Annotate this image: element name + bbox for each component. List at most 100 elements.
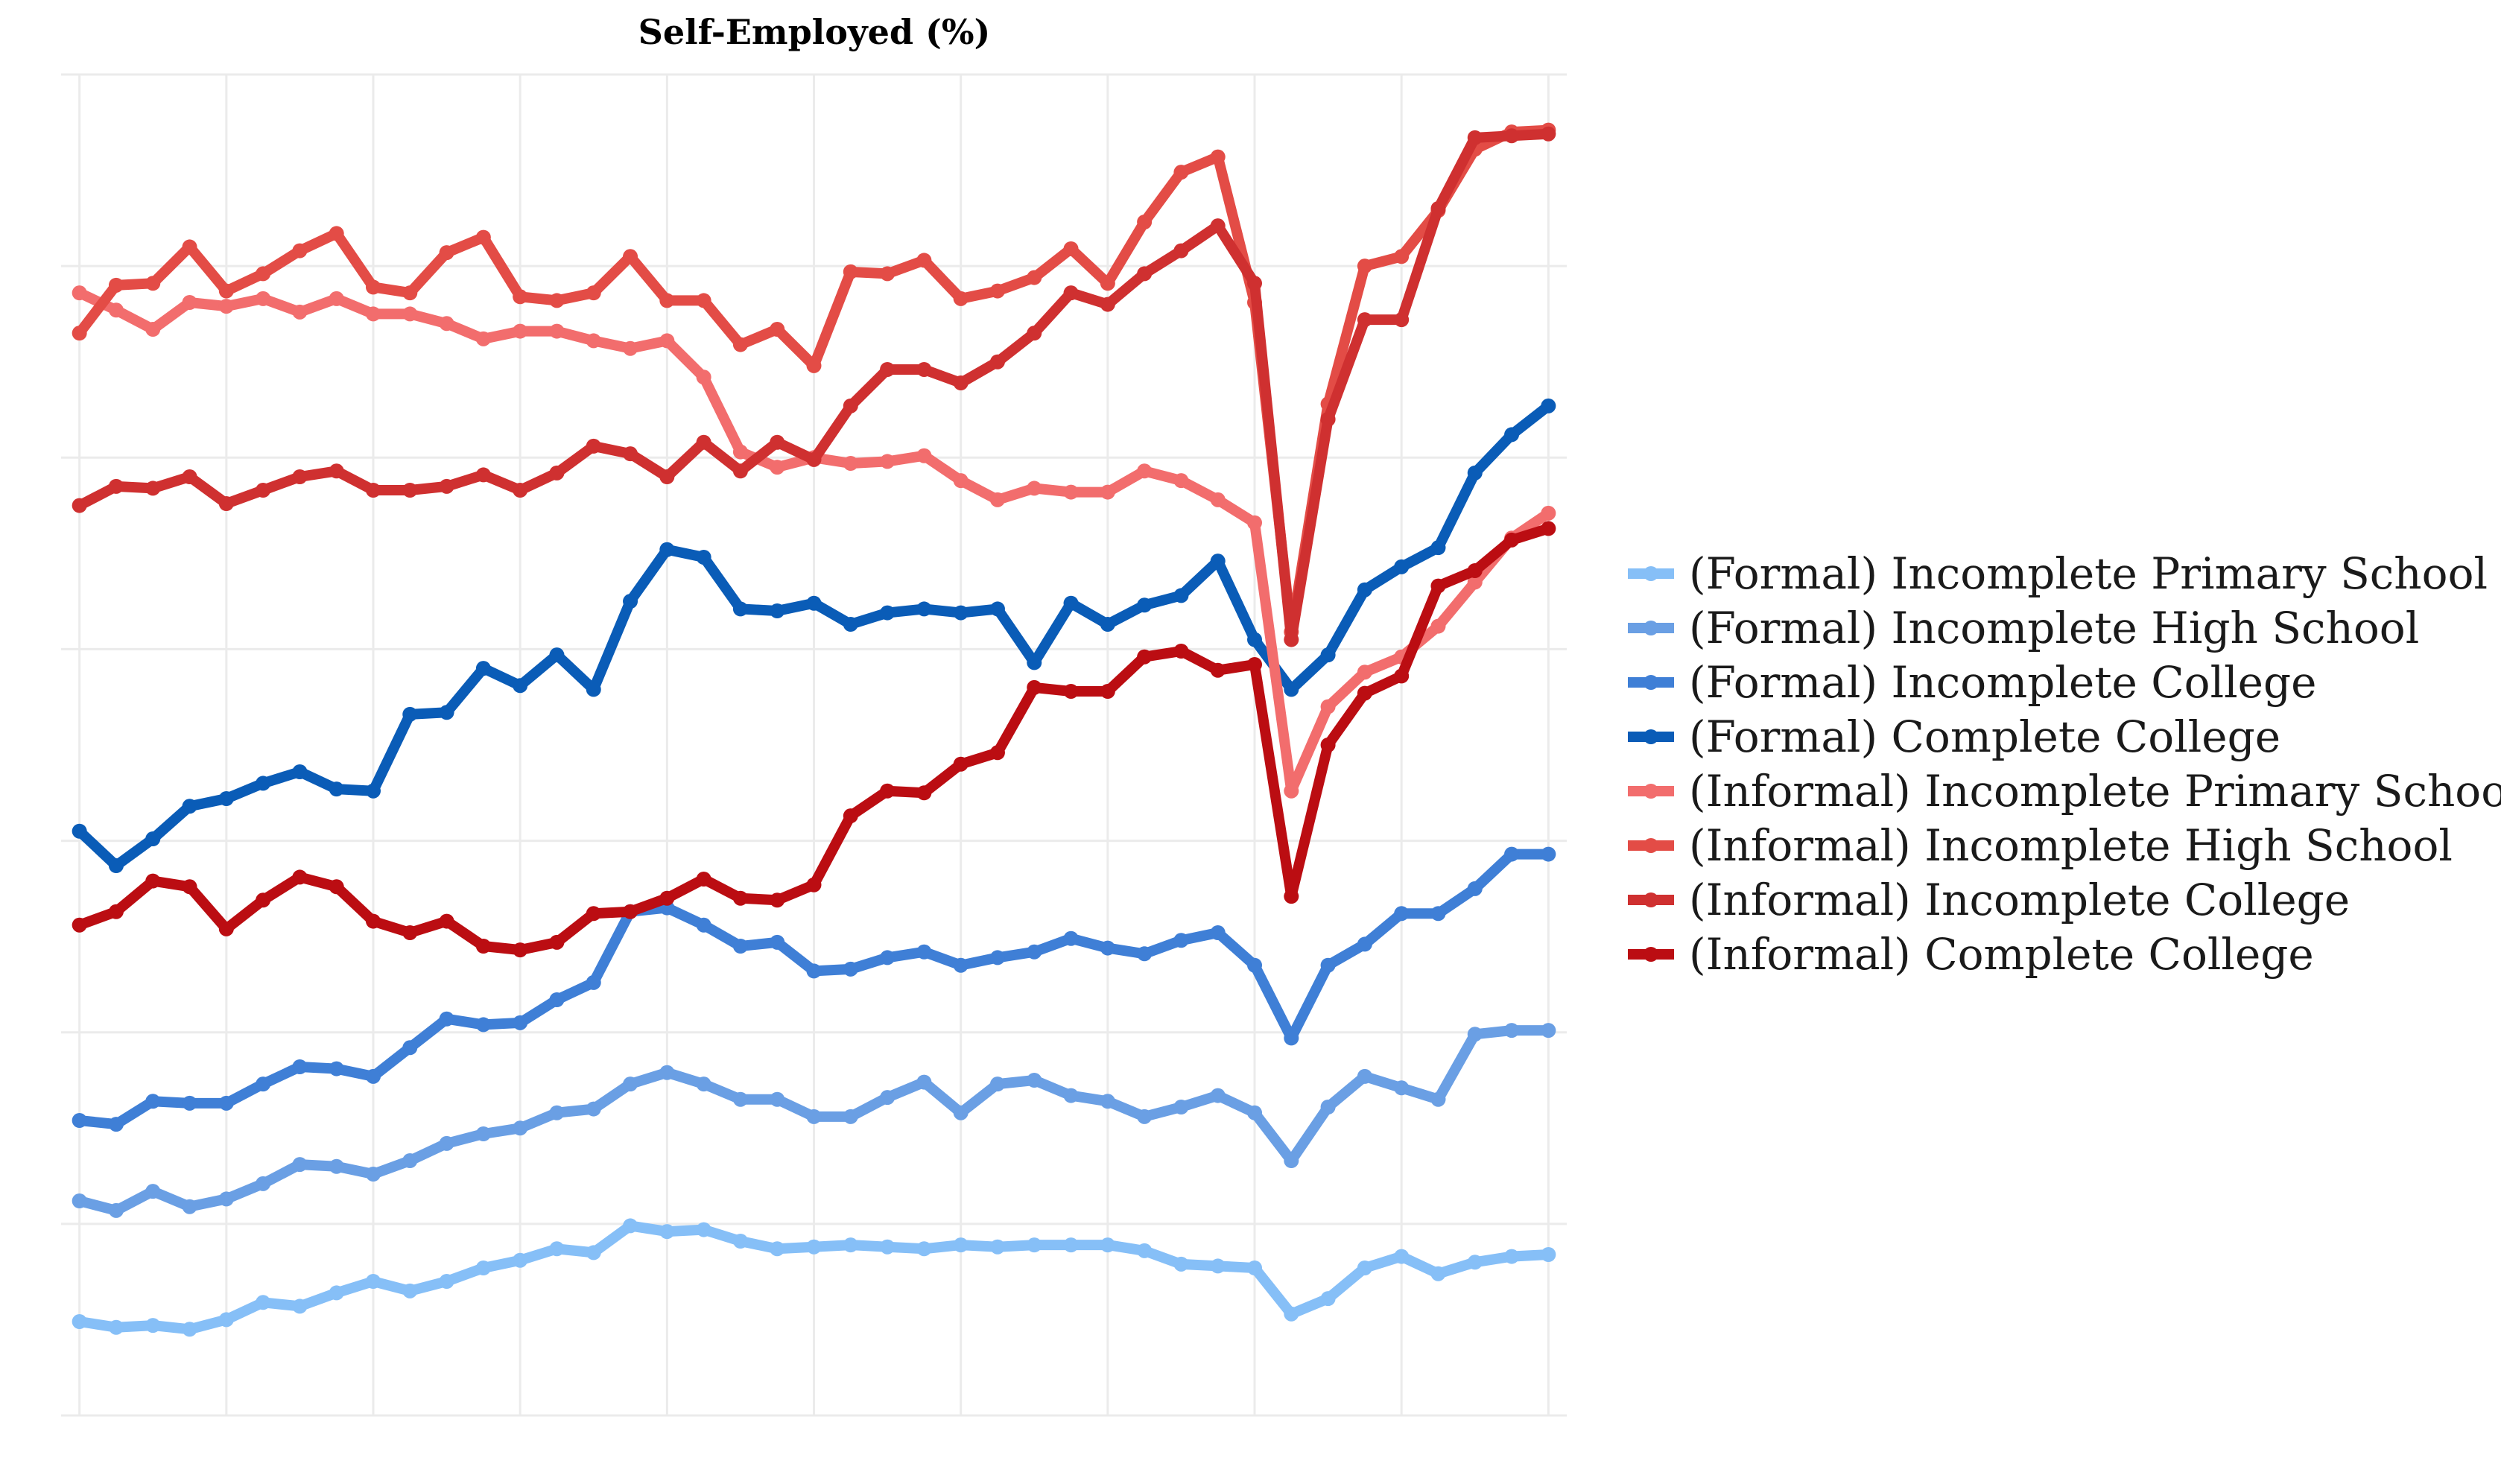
data-point [696,370,711,385]
data-point [1430,540,1446,556]
data-point [1063,684,1079,699]
data-point [1100,484,1115,500]
legend-item: (Formal) Complete College [1628,711,2280,762]
data-point [72,1193,87,1208]
data-point [549,934,565,950]
data-point [659,1224,675,1240]
data-point [513,942,528,958]
data-point [1357,665,1372,680]
data-point [72,1314,87,1329]
legend-item: (Formal) Incomplete College [1628,657,2316,708]
data-point [732,1234,748,1249]
data-point [953,605,969,621]
data-point [586,285,601,301]
data-point [1027,944,1042,960]
data-point [439,316,454,332]
legend-item: (Formal) Incomplete High School [1628,603,2419,653]
data-point [1100,1237,1115,1253]
data-point [806,877,822,892]
data-point [1541,846,1556,862]
data-point [513,289,528,305]
data-point [696,293,711,308]
data-point [292,1059,308,1074]
data-point [1357,936,1372,952]
data-point [218,1191,234,1207]
data-point [732,939,748,954]
data-point [108,1117,124,1132]
data-point [292,243,308,259]
data-point [1137,649,1153,665]
data-point [72,498,87,513]
data-point [218,283,234,299]
data-point [916,944,932,960]
data-point [475,1261,491,1275]
data-point [1320,699,1336,714]
data-point [439,913,454,929]
data-point [108,904,124,919]
data-point [1430,1266,1446,1281]
legend-item: (Informal) Incomplete High School [1628,820,2453,871]
data-point [292,1157,308,1173]
data-point [953,957,969,973]
data-point [439,1011,454,1027]
legend-item: (Informal) Complete College [1628,929,2314,980]
data-point [182,1322,197,1337]
data-point [1100,297,1115,312]
data-point [329,879,344,895]
data-point [475,939,491,954]
data-point [1430,201,1446,216]
data-point [989,283,1005,299]
data-point [475,1126,491,1141]
data-point [696,872,711,887]
data-point [1504,846,1520,862]
data-point [1284,1306,1299,1322]
data-point [1394,906,1410,922]
data-point [806,595,822,611]
data-point [218,921,234,936]
data-point [732,890,748,906]
data-point [1063,595,1079,611]
data-point [586,333,601,349]
data-point [108,1319,124,1335]
data-point [1027,270,1042,285]
data-point [402,483,418,498]
data-point [218,1312,234,1328]
data-point [292,764,308,779]
data-point [843,1237,858,1253]
data-point [549,323,565,339]
data-point [145,1184,161,1199]
data-point [1467,563,1483,578]
data-point [292,869,308,885]
data-point [1210,1088,1226,1103]
data-point [1173,1256,1189,1272]
data-point [72,823,87,839]
data-point [549,293,565,308]
data-point [806,963,822,979]
data-point [365,1274,381,1289]
data-point [329,1158,344,1174]
data-point [1027,481,1042,496]
data-point [218,1095,234,1111]
data-point [1137,266,1153,282]
legend-label: (Formal) Incomplete College [1689,657,2316,708]
data-point [1137,946,1153,962]
data-point [1027,679,1042,695]
data-point [1357,259,1372,274]
data-point [1063,241,1079,256]
data-point [989,1239,1005,1255]
data-point [916,785,932,801]
data-point [402,306,418,322]
series-1 [72,1218,1556,1337]
data-point [806,1109,822,1124]
data-point [1504,128,1520,144]
legend-label: (Informal) Incomplete College [1689,875,2350,925]
data-point [402,925,418,940]
data-point [989,601,1005,617]
data-point [1320,1291,1336,1307]
data-point [1284,783,1299,799]
data-point [475,661,491,676]
data-point [1430,578,1446,594]
data-point [72,917,87,933]
data-point [880,454,896,469]
